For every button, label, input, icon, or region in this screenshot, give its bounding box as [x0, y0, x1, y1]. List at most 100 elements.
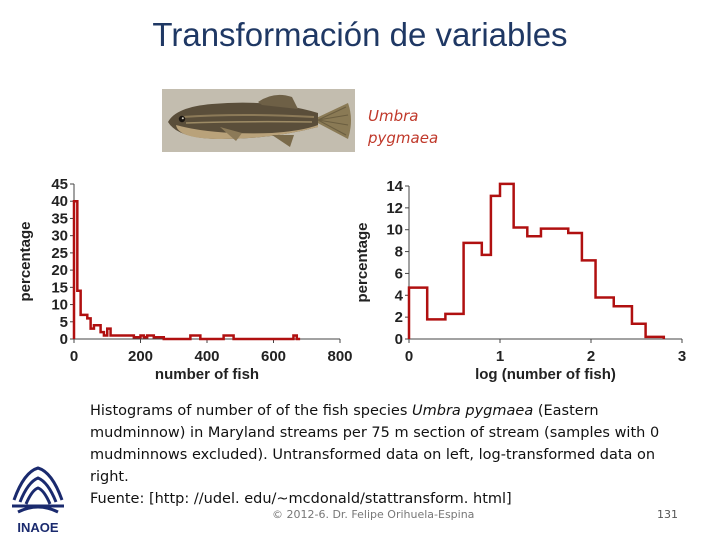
- right-y-axis-label: percentage: [355, 222, 371, 302]
- right-bar: [555, 229, 569, 339]
- left-x-tick-label: 200: [128, 348, 153, 365]
- species-epithet: pygmaea: [368, 129, 439, 147]
- left-bar: [150, 336, 153, 339]
- left-bar: [137, 337, 140, 339]
- left-bar: [121, 336, 124, 339]
- left-bar: [154, 337, 157, 339]
- left-bar: [114, 336, 117, 339]
- left-bar: [77, 291, 80, 339]
- right-x-tick-label: 3: [678, 348, 686, 365]
- left-y-tick-label: 20: [51, 262, 68, 279]
- right-bar: [646, 337, 664, 339]
- footer-copyright: © 2012-6. Dr. Felipe Orihuela-Espina: [272, 508, 475, 521]
- left-bar: [84, 315, 87, 339]
- left-y-tick-label: 10: [51, 297, 68, 314]
- right-bar: [514, 228, 528, 339]
- right-y-tick-label: 8: [395, 244, 403, 261]
- left-x-tick-label: 400: [194, 348, 219, 365]
- left-x-tick-label: 800: [327, 348, 352, 365]
- left-y-tick-label: 35: [51, 210, 68, 227]
- caption-source: Fuente: [http: //udel. edu/~mcdonald/sta…: [90, 491, 512, 507]
- inaoe-logo: INAOE: [12, 466, 64, 535]
- left-bar: [147, 336, 150, 339]
- left-y-tick-label: 40: [51, 193, 68, 210]
- caption-species: Umbra pygmaea: [412, 403, 534, 419]
- right-bar: [632, 324, 646, 339]
- right-bar: [500, 184, 514, 339]
- left-bar: [111, 336, 114, 339]
- left-bar: [134, 337, 137, 339]
- right-bar: [482, 255, 491, 339]
- logo-text: INAOE: [17, 520, 59, 535]
- left-bar: [94, 325, 97, 339]
- right-bar: [427, 319, 445, 339]
- slide-title: Transformación de variables: [152, 16, 568, 53]
- left-bar: [104, 336, 107, 339]
- left-bar: [91, 329, 94, 339]
- right-bar: [464, 243, 482, 339]
- right-y-tick-label: 6: [395, 265, 403, 282]
- right-y-tick-label: 0: [395, 331, 403, 348]
- left-bar: [74, 201, 77, 339]
- right-bar: [541, 229, 555, 339]
- right-x-tick-label: 1: [496, 348, 504, 365]
- left-bar: [124, 336, 127, 339]
- caption-text-2: (Eastern mudminnow) in Maryland streams …: [90, 403, 660, 485]
- left-y-tick-label: 45: [51, 176, 68, 193]
- right-bar: [582, 260, 596, 339]
- caption-text-1: Histograms of number of of the fish spec…: [90, 403, 412, 419]
- left-bar: [227, 336, 230, 339]
- left-bar: [97, 325, 100, 339]
- left-bar: [190, 336, 193, 339]
- left-x-axis-label: number of fish: [155, 366, 259, 383]
- page-number: 131: [657, 508, 678, 521]
- left-y-tick-label: 5: [60, 314, 68, 331]
- left-bar: [107, 329, 110, 339]
- left-bar: [230, 336, 233, 339]
- left-bar: [117, 336, 120, 339]
- right-x-tick-label: 2: [587, 348, 595, 365]
- right-x-axis-label: log (number of fish): [475, 366, 616, 383]
- fish-photo: [162, 89, 355, 152]
- left-bar: [157, 337, 160, 339]
- left-bar: [293, 336, 296, 339]
- left-bar: [141, 336, 144, 339]
- left-bar: [127, 336, 130, 339]
- left-y-tick-label: 15: [51, 279, 68, 296]
- right-y-tick-label: 4: [395, 287, 404, 304]
- left-bar: [160, 337, 163, 339]
- right-bar: [596, 297, 614, 339]
- right-y-tick-label: 14: [386, 178, 403, 195]
- figure-caption: Histograms of number of of the fish spec…: [90, 400, 680, 510]
- right-x-tick-label: 0: [405, 348, 413, 365]
- left-y-tick-label: 30: [51, 228, 68, 245]
- left-x-tick-label: 600: [261, 348, 286, 365]
- left-bar: [101, 332, 104, 339]
- left-bar: [194, 336, 197, 339]
- left-histogram-outline: [72, 199, 301, 341]
- left-bar: [144, 337, 147, 339]
- left-bar: [131, 336, 134, 339]
- right-bar: [568, 233, 582, 339]
- right-bar: [614, 306, 632, 339]
- left-bar: [81, 315, 84, 339]
- right-histogram-outline: [407, 182, 666, 339]
- left-bar: [224, 336, 227, 339]
- right-bar: [409, 288, 427, 339]
- left-y-tick-label: 25: [51, 245, 68, 262]
- right-y-tick-label: 2: [395, 309, 403, 326]
- left-bar: [87, 318, 90, 339]
- left-y-axis-label: percentage: [18, 221, 34, 301]
- right-bar: [527, 236, 541, 339]
- right-bar: [491, 196, 500, 339]
- right-bar: [445, 314, 463, 339]
- species-genus: Umbra: [368, 107, 419, 125]
- right-y-tick-label: 12: [386, 200, 403, 217]
- species-label: Umbra pygmaea: [368, 105, 438, 149]
- left-bar: [197, 336, 200, 339]
- left-x-tick-label: 0: [70, 348, 78, 365]
- right-y-tick-label: 10: [386, 222, 403, 239]
- left-y-tick-label: 0: [60, 331, 68, 348]
